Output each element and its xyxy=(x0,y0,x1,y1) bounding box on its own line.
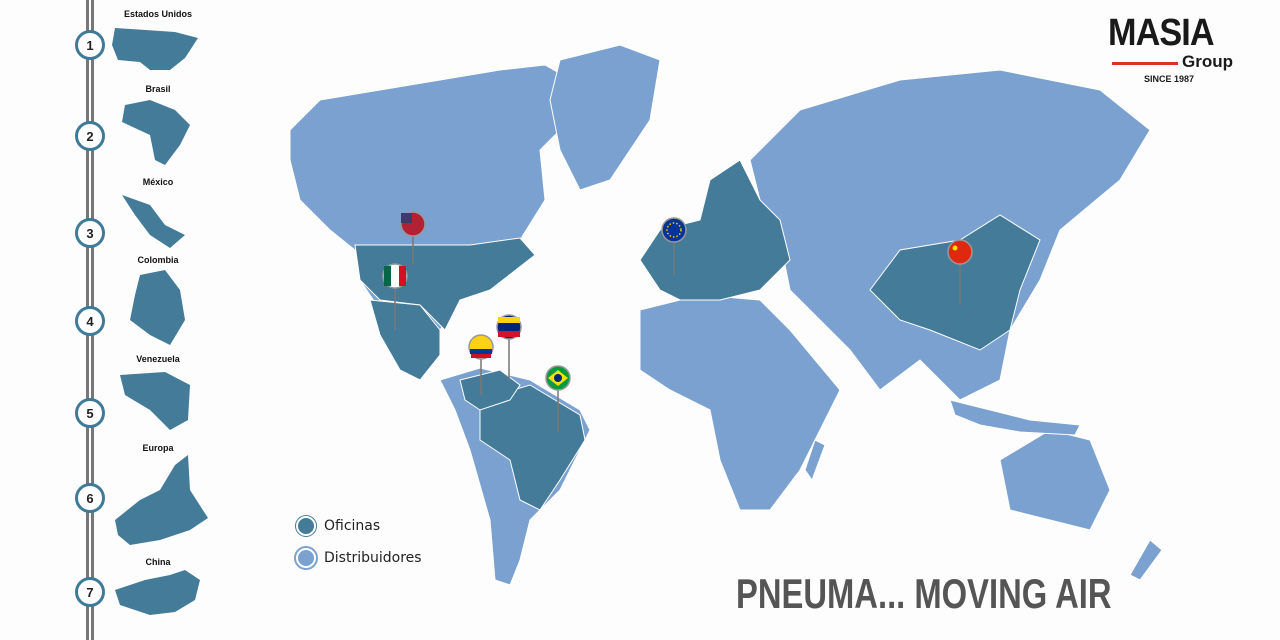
new-zealand xyxy=(1129,539,1163,581)
logo-sub: Group xyxy=(1182,52,1233,71)
flag-pins xyxy=(382,211,973,432)
step-badge: 5 xyxy=(75,398,105,428)
europe-office-region xyxy=(639,159,791,301)
country-label: China xyxy=(145,557,171,567)
step-badge: 4 xyxy=(75,306,105,336)
slogan: PNEUMA... MOVING AIR xyxy=(736,570,1112,617)
africa xyxy=(639,294,841,511)
europe-silhouette xyxy=(115,455,208,545)
step-badge: 3 xyxy=(75,218,105,248)
china-flag-pin[interactable] xyxy=(947,239,973,265)
colombia-silhouette xyxy=(130,270,185,345)
greenland xyxy=(549,44,661,191)
legend-offices-label: Oficinas xyxy=(324,518,381,534)
madagascar xyxy=(804,439,826,482)
logo-since: SINCE 1987 xyxy=(1144,74,1195,84)
usa-office-region xyxy=(354,237,536,331)
country-label: Estados Unidos xyxy=(123,9,192,19)
asia xyxy=(749,69,1151,401)
brazil-silhouette xyxy=(122,100,190,165)
distributors-swatch-icon xyxy=(296,548,316,568)
china-silhouette xyxy=(115,570,200,615)
country-label: Venezuela xyxy=(136,354,180,364)
step-badge: 1 xyxy=(75,30,105,60)
legend-distributors: Distribuidores xyxy=(296,548,422,568)
logo-brand: MASIA xyxy=(1108,12,1215,54)
china-office-region xyxy=(869,214,1041,351)
offices-swatch-icon xyxy=(296,516,316,536)
usa-silhouette xyxy=(112,28,198,70)
country-label: Europa xyxy=(142,443,174,453)
country-label: Colombia xyxy=(137,255,179,265)
venezuela-silhouette xyxy=(120,372,190,430)
australia xyxy=(999,429,1111,531)
country-label: México xyxy=(142,177,174,187)
colombia-venezuela-office-region xyxy=(459,369,521,411)
mexico-silhouette xyxy=(122,195,185,248)
step-badge: 2 xyxy=(75,121,105,151)
country-label: Brasil xyxy=(145,84,171,94)
step-badge: 7 xyxy=(75,577,105,607)
masia-group-logo: MASIA Group SINCE 1987 xyxy=(1108,14,1248,90)
eu-flag-pin[interactable] xyxy=(661,217,687,243)
legend-distributors-label: Distribuidores xyxy=(324,550,422,566)
indonesia xyxy=(949,399,1081,436)
logo-red-bar xyxy=(1112,62,1178,65)
mexico-office-region xyxy=(369,299,441,381)
map-legend: Oficinas Distribuidores xyxy=(296,516,422,580)
legend-offices: Oficinas xyxy=(296,516,422,536)
step-badge: 6 xyxy=(75,483,105,513)
